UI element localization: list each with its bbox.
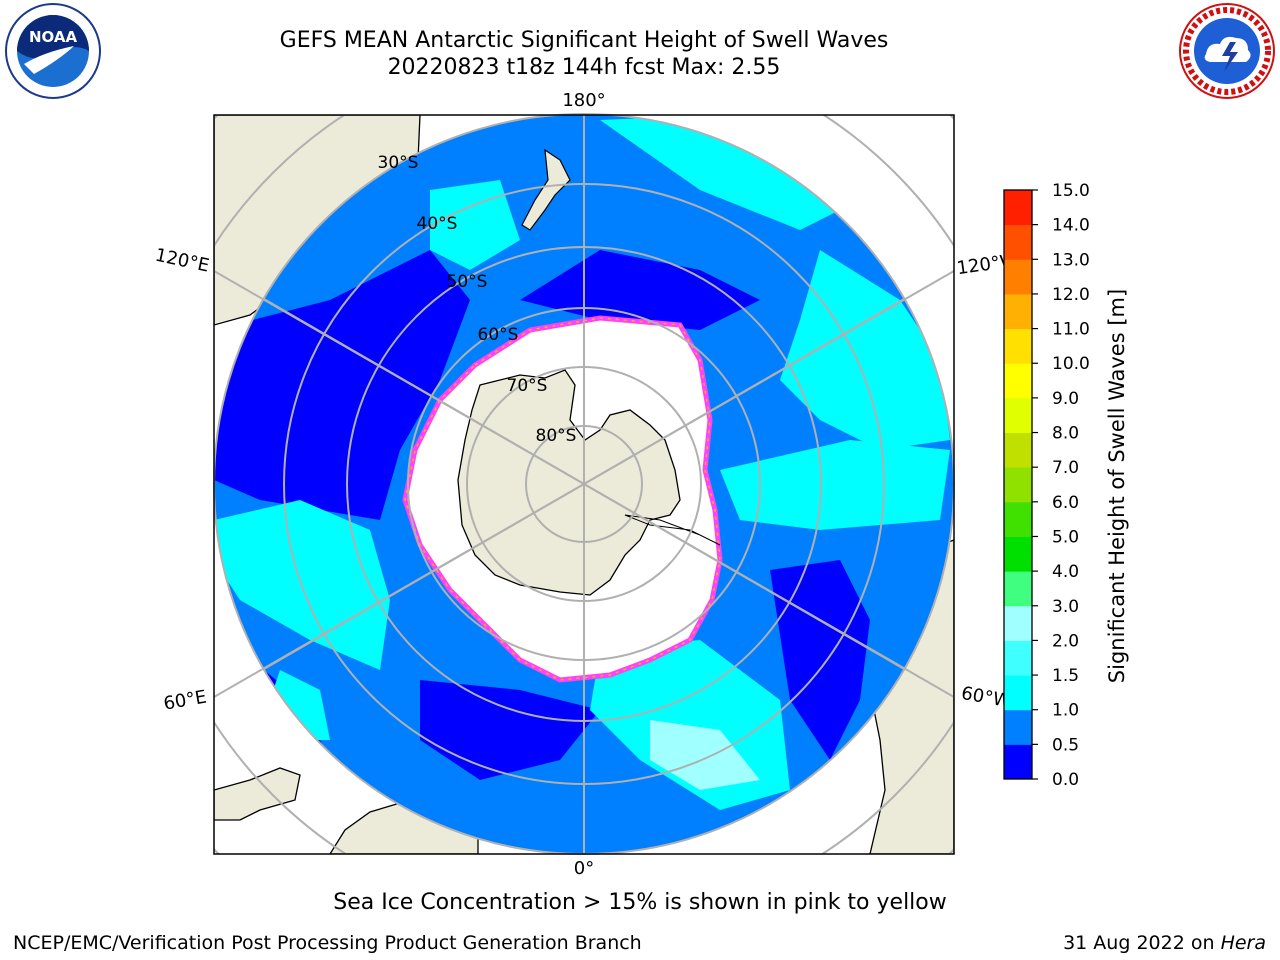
lat-label-80s: 80°S bbox=[536, 426, 577, 446]
nws-logo-icon bbox=[1178, 2, 1276, 104]
colorbar-tick-label: 0.5 bbox=[1052, 735, 1079, 755]
svg-text:NOAA: NOAA bbox=[29, 28, 78, 46]
footer-machine: Hera bbox=[1220, 932, 1266, 954]
lat-label-70s: 70°S bbox=[507, 376, 548, 396]
colorbar-segment bbox=[1004, 605, 1032, 641]
colorbar-frame bbox=[1003, 189, 1033, 780]
colorbar-tick-label: 12.0 bbox=[1052, 285, 1090, 305]
colorbar-segment bbox=[1004, 709, 1032, 745]
colorbar-tick-label: 6.0 bbox=[1052, 493, 1079, 513]
colorbar-segment bbox=[1004, 293, 1032, 330]
colorbar-tick-label: 5.0 bbox=[1052, 527, 1079, 547]
colorbar-segment bbox=[1004, 675, 1032, 711]
lat-label-50s: 50°S bbox=[447, 272, 488, 292]
colorbar-segment bbox=[1004, 467, 1032, 503]
footer-branch: NCEP/EMC/Verification Post Processing Pr… bbox=[13, 932, 642, 954]
colorbar-tick-label: 4.0 bbox=[1052, 562, 1079, 582]
footer-date: 31 Aug 2022 on Hera bbox=[1063, 932, 1266, 954]
land-antarctica bbox=[457, 369, 681, 596]
colorbar-tick-label: 14.0 bbox=[1052, 216, 1090, 236]
colorbar-tick-label: 15.0 bbox=[1052, 181, 1090, 201]
lat-label-60s: 60°S bbox=[478, 325, 519, 345]
colorbar-segment bbox=[1004, 224, 1032, 260]
colorbar-label: Significant Height of Swell Waves [m] bbox=[1105, 289, 1129, 683]
colorbar-tick-label: 7.0 bbox=[1052, 458, 1079, 478]
lat-label-30s: 30°S bbox=[378, 153, 419, 173]
land-new-zealand bbox=[521, 148, 571, 231]
colorbar-segment bbox=[1004, 363, 1032, 399]
lat-label-40s: 40°S bbox=[417, 214, 458, 234]
lon-label-left-lower: 60°E bbox=[162, 686, 208, 714]
lon-label-bottom: 0° bbox=[574, 858, 594, 879]
colorbar-tick-label: 3.0 bbox=[1052, 597, 1079, 617]
chart-subtitle: 20220823 t18z 144h fcst Max: 2.55 bbox=[387, 55, 781, 80]
noaa-logo-icon: NOAA bbox=[4, 2, 102, 104]
colorbar-segment bbox=[1004, 190, 1032, 226]
lon-label-top: 180° bbox=[562, 90, 605, 111]
colorbar-tick-label: 13.0 bbox=[1052, 250, 1090, 270]
colorbar-tick-label: 0.0 bbox=[1052, 770, 1079, 790]
colorbar-segment bbox=[1004, 640, 1032, 676]
colorbar-tick-label: 9.0 bbox=[1052, 389, 1079, 409]
colorbar-tick-label: 1.0 bbox=[1052, 701, 1079, 721]
colorbar-segment bbox=[1004, 432, 1032, 468]
colorbar-segment bbox=[1004, 259, 1032, 295]
colorbar-segment bbox=[1004, 571, 1032, 607]
colorbar-tick-label: 2.0 bbox=[1052, 631, 1079, 651]
colorbar-segment bbox=[1004, 501, 1032, 537]
colorbar-segment bbox=[1004, 328, 1032, 364]
colorbar-tick-label: 8.0 bbox=[1052, 424, 1079, 444]
sea-ice-note: Sea Ice Concentration > 15% is shown in … bbox=[333, 890, 947, 915]
colorbar-segment bbox=[1004, 397, 1032, 434]
colorbar-tick-label: 1.5 bbox=[1052, 666, 1079, 686]
colorbar-tick-label: 10.0 bbox=[1052, 354, 1090, 374]
lon-label-left-upper: 120°E bbox=[153, 245, 211, 277]
chart-title: GEFS MEAN Antarctic Significant Height o… bbox=[279, 28, 889, 53]
colorbar-tick-label: 11.0 bbox=[1052, 320, 1090, 340]
colorbar: 0.0 0.5 1.0 1.5 2.0 3.0 4.0 5.0 6.0 7.0 8.0 9.0 10.0… bbox=[1003, 181, 1090, 790]
land-africa bbox=[214, 767, 301, 821]
colorbar-segment bbox=[1004, 744, 1032, 780]
colorbar-segment bbox=[1004, 536, 1032, 572]
